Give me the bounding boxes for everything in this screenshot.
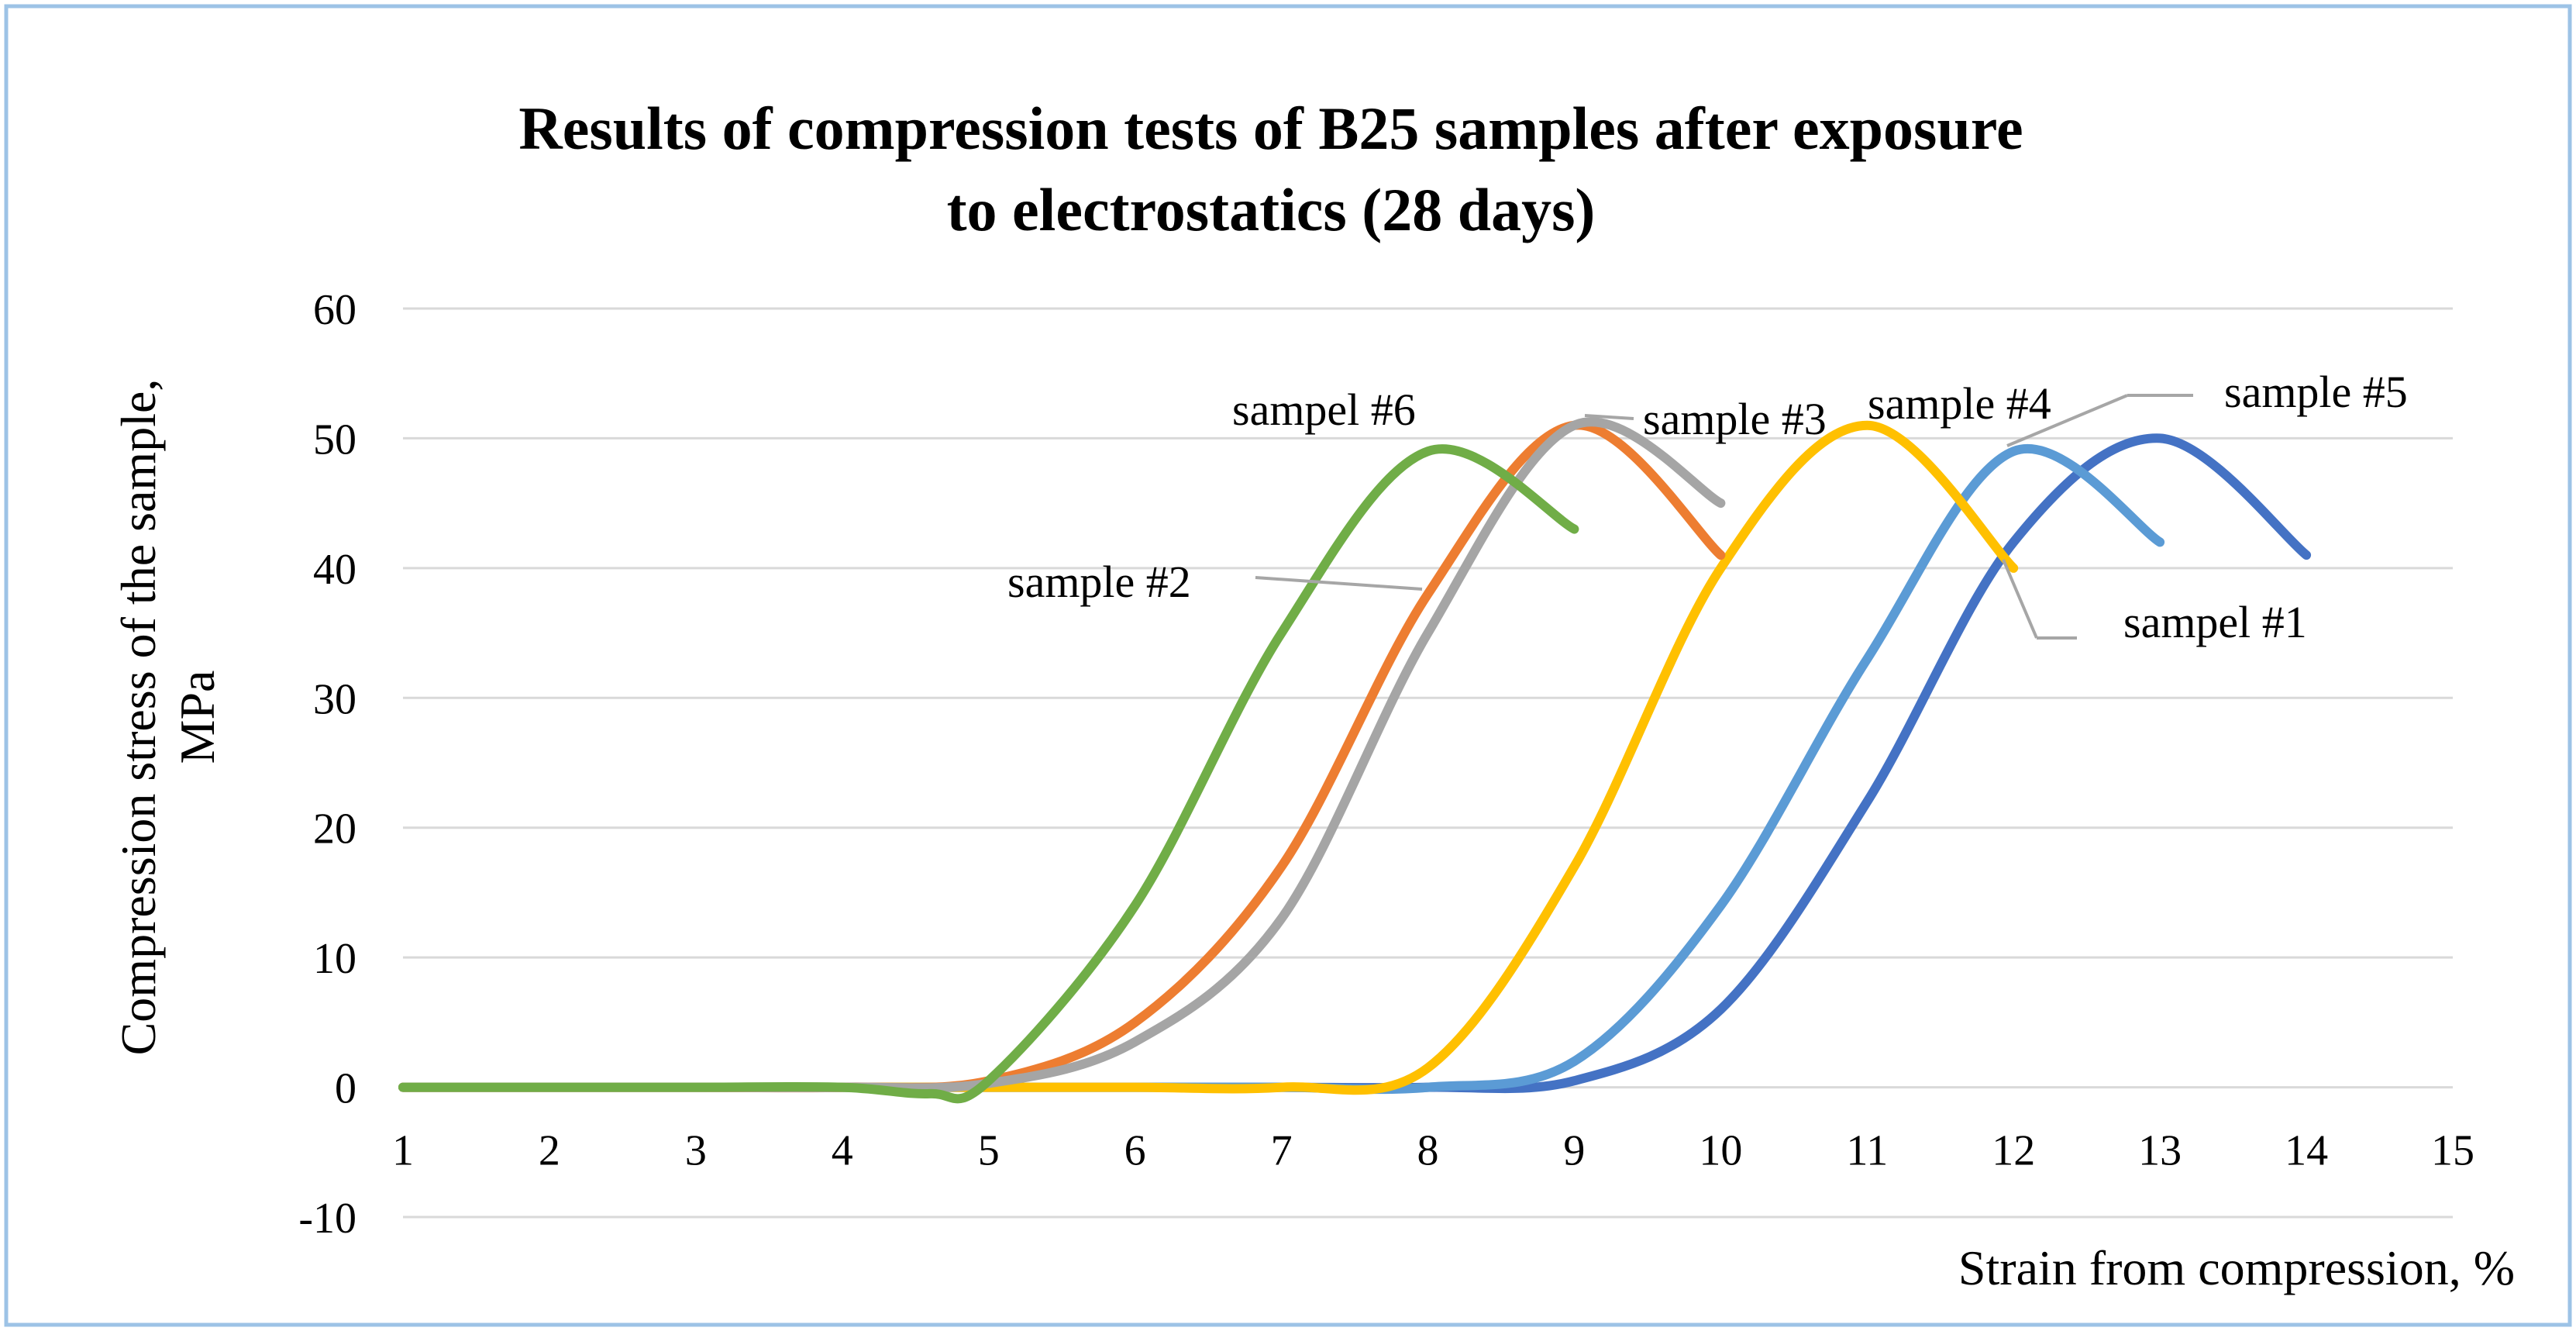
x-tick-label: 13 <box>2138 1127 2182 1175</box>
x-tick-label: 12 <box>1992 1127 2035 1175</box>
leader-line-sample-1 <box>2002 559 2038 639</box>
y-axis-ticks: -10 0 10 20 30 40 50 60 <box>298 286 356 1243</box>
y-tick-label: 50 <box>313 416 356 464</box>
y-tick-label: 10 <box>313 935 356 983</box>
x-tick-label: 5 <box>978 1127 1000 1175</box>
x-tick-label: 3 <box>685 1127 707 1175</box>
x-axis-ticks: 1 2 3 4 5 6 7 8 9 10 11 12 13 14 15 <box>392 1127 2474 1175</box>
y-tick-label: 60 <box>313 286 356 334</box>
series-labels: sampel #1 sample #2 sample #3 sample #4 … <box>1007 367 2408 647</box>
series-label-sampel-6: sampel #6 <box>1232 384 1416 435</box>
x-tick-label: 11 <box>1846 1127 1888 1175</box>
y-tick-label: 0 <box>335 1065 356 1113</box>
x-tick-label: 9 <box>1563 1127 1585 1175</box>
x-tick-label: 2 <box>539 1127 560 1175</box>
leader-line-sample-2 <box>1255 576 1423 591</box>
leader-line-sample-5 <box>2006 394 2128 447</box>
y-tick-label: 20 <box>313 805 356 853</box>
y-tick-label: -10 <box>298 1195 356 1243</box>
x-tick-label: 10 <box>1699 1127 1742 1175</box>
series-lines <box>398 417 2312 1104</box>
chart-title-line-2: to electrostatics (28 days) <box>947 176 1596 243</box>
y-axis-title-line-1: Compression stress of the sample, <box>111 379 166 1056</box>
chart-title-line-1: Results of compression tests of B25 samp… <box>518 95 2023 162</box>
y-axis-title-line-2: MPa <box>170 671 225 764</box>
x-tick-label: 15 <box>2431 1127 2474 1175</box>
y-tick-label: 30 <box>313 675 356 723</box>
series-label-sample-3: sample #3 <box>1643 394 1827 444</box>
x-tick-label: 1 <box>392 1127 414 1175</box>
chart-border <box>4 4 2572 1327</box>
x-tick-label: 14 <box>2285 1127 2328 1175</box>
x-tick-label: 7 <box>1271 1127 1293 1175</box>
y-tick-label: 40 <box>313 546 356 594</box>
series-label-sample-4: sample #4 <box>1868 378 2051 429</box>
x-tick-label: 6 <box>1124 1127 1146 1175</box>
series-label-sampel-1: sampel #1 <box>2123 597 2307 647</box>
series-label-sample-2: sample #2 <box>1007 557 1191 607</box>
series-line-sampel-6 <box>398 444 1579 1104</box>
x-tick-label: 4 <box>832 1127 853 1175</box>
x-axis-title: Strain from compression, % <box>1958 1240 2515 1295</box>
series-label-sample-5: sample #5 <box>2224 367 2408 417</box>
leader-line-sample-3 <box>1584 414 1634 420</box>
y-axis-title: Compression stress of the sample, MPa <box>111 379 225 1056</box>
x-tick-label: 8 <box>1417 1127 1439 1175</box>
